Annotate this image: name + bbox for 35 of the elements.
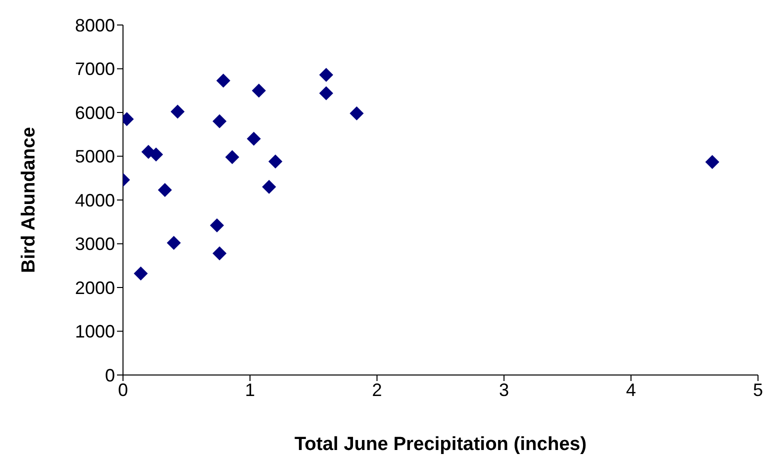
x-tick-label: 3 bbox=[498, 380, 510, 400]
point bbox=[166, 236, 181, 250]
y-tick-label: 3000 bbox=[74, 234, 115, 254]
x-tick-label: 4 bbox=[626, 380, 636, 400]
point bbox=[170, 104, 185, 119]
x-tick-label: 5 bbox=[752, 380, 764, 400]
y-tick-label: 8000 bbox=[74, 15, 115, 36]
point bbox=[134, 266, 148, 280]
x-tick-label: 0 bbox=[118, 380, 128, 400]
y-tick-label: 4000 bbox=[74, 190, 115, 210]
x-axis-title: Total June Precipitation (inches) bbox=[294, 434, 587, 455]
y-tick-label: 0 bbox=[104, 365, 115, 386]
point bbox=[225, 150, 240, 164]
y-tick-label: 6000 bbox=[74, 102, 115, 123]
y-tick-label: 2000 bbox=[74, 278, 115, 298]
y-tick-label: 7000 bbox=[74, 59, 115, 80]
point bbox=[319, 68, 334, 82]
point bbox=[158, 182, 172, 197]
y-tick-label: 5000 bbox=[74, 146, 115, 167]
point bbox=[319, 86, 334, 100]
point bbox=[262, 180, 276, 194]
point bbox=[210, 218, 224, 232]
point bbox=[705, 154, 720, 169]
point bbox=[149, 148, 164, 162]
point bbox=[252, 84, 266, 98]
point bbox=[212, 246, 227, 260]
point bbox=[350, 106, 364, 120]
y-axis-title: Bird Abundance bbox=[18, 126, 40, 274]
point bbox=[216, 74, 230, 88]
point bbox=[268, 154, 282, 168]
point bbox=[212, 114, 227, 128]
x-tick-label: 2 bbox=[372, 380, 382, 400]
y-tick-label: 1000 bbox=[74, 322, 115, 342]
x-tick-label: 1 bbox=[244, 380, 256, 400]
point bbox=[246, 132, 261, 146]
